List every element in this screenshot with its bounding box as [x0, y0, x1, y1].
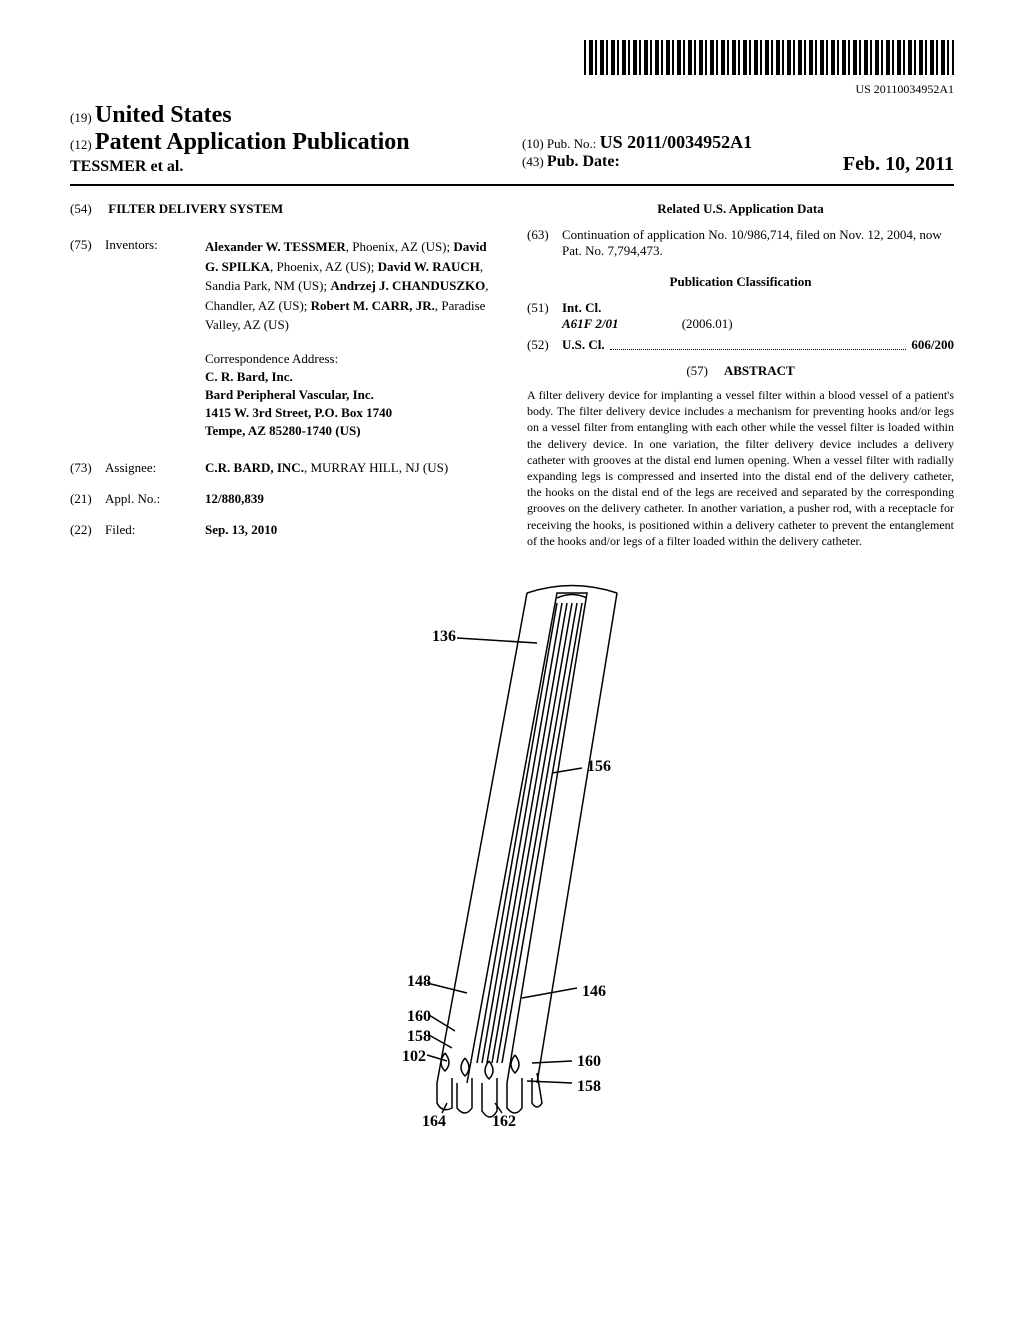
inventor-location: Sandia Park, NM (US): [205, 278, 323, 293]
inventor-name: Andrzej J. CHANDUSZKO: [330, 278, 485, 293]
pub-no: US 2011/0034952A1: [600, 132, 753, 152]
header-right: (10) Pub. No.: US 2011/0034952A1 (43) Pu…: [502, 132, 954, 176]
filed-value: Sep. 13, 2010: [205, 522, 497, 538]
us-cl-dots: [610, 337, 907, 350]
pub-title: Patent Application Publication: [95, 129, 410, 155]
correspondence-line: C. R. Bard, Inc.: [205, 368, 497, 386]
pub-date-prefix: (43): [522, 154, 544, 169]
us-cl-num: (52): [527, 337, 562, 353]
figure-label-102: 102: [402, 1048, 426, 1066]
abstract-heading: (57) ABSTRACT: [527, 363, 954, 379]
figure-section: 136 156 148 146 160 158 102 160 158 164 …: [70, 583, 954, 1138]
int-cl-row: A61F 2/01 (2006.01): [562, 316, 954, 332]
abstract-num: (57): [686, 363, 721, 379]
assignee-name: C.R. BARD, INC.: [205, 460, 304, 475]
figure-label-162: 162: [492, 1113, 516, 1131]
int-cl-label: Int. Cl.: [562, 300, 954, 316]
pub-date-prefix-wrap: (43) Pub. Date:: [522, 153, 620, 176]
pub-title-prefix: (12): [70, 137, 92, 152]
correspondence-address: Correspondence Address: C. R. Bard, Inc.…: [205, 350, 497, 441]
int-cl-version: (2006.01): [682, 316, 733, 331]
inventor-location: Chandler, AZ (US): [205, 298, 304, 313]
us-cl-label: U.S. Cl.: [562, 337, 605, 353]
title-field: (54) FILTER DELIVERY SYSTEM: [70, 201, 497, 217]
inventors-list: Alexander W. TESSMER, Phoenix, AZ (US); …: [205, 237, 497, 335]
appl-no-field: (21) Appl. No.: 12/880,839: [70, 491, 497, 507]
figure-label-160b: 160: [577, 1053, 601, 1071]
country-prefix: (19): [70, 110, 92, 125]
appl-no-num: (21): [70, 491, 105, 507]
inventor-name: Robert M. CARR, JR.: [311, 298, 435, 313]
inventor-name: David W. RAUCH: [378, 259, 480, 274]
us-cl-value: 606/200: [911, 337, 954, 353]
pub-date: Feb. 10, 2011: [843, 153, 954, 176]
inventors-label: Inventors:: [105, 237, 205, 335]
pub-no-line: (10) Pub. No.: US 2011/0034952A1: [522, 132, 954, 153]
filed-num: (22): [70, 522, 105, 538]
assignee-value: C.R. BARD, INC., MURRAY HILL, NJ (US): [205, 460, 497, 476]
assignee-num: (73): [70, 460, 105, 476]
filed-label: Filed:: [105, 522, 205, 538]
pub-date-line: (43) Pub. Date: Feb. 10, 2011: [522, 153, 954, 176]
assignee-label: Assignee:: [105, 460, 205, 476]
related-title: Related U.S. Application Data: [527, 201, 954, 217]
assignee-location: MURRAY HILL, NJ (US): [310, 460, 448, 475]
inventor-location: Phoenix, AZ (US): [277, 259, 371, 274]
correspondence-label: Correspondence Address:: [205, 350, 497, 368]
us-cl-field: (52) U.S. Cl. 606/200: [527, 337, 954, 353]
appl-no-label: Appl. No.:: [105, 491, 205, 507]
header-left: (19) United States (12) Patent Applicati…: [70, 102, 502, 176]
figure-label-136: 136: [432, 628, 456, 646]
title-num: (54): [70, 201, 105, 217]
int-cl-field: (51) Int. Cl. A61F 2/01 (2006.01): [527, 300, 954, 332]
pub-date-label: Pub. Date:: [547, 153, 620, 170]
country-line: (19) United States: [70, 102, 502, 129]
correspondence-line: 1415 W. 3rd Street, P.O. Box 1740: [205, 404, 497, 422]
authors: TESSMER et al.: [70, 158, 502, 176]
filed-field: (22) Filed: Sep. 13, 2010: [70, 522, 497, 538]
correspondence-line: Bard Peripheral Vascular, Inc.: [205, 386, 497, 404]
country-name: United States: [95, 102, 232, 128]
figure-label-160a: 160: [407, 1008, 431, 1026]
barcode-section: US 20110034952A1: [70, 40, 954, 97]
continuation-num: (63): [527, 227, 562, 259]
pub-no-label: Pub. No.:: [547, 136, 596, 151]
continuation-text: Continuation of application No. 10/986,7…: [562, 227, 954, 259]
inventor-name: Alexander W. TESSMER: [205, 239, 346, 254]
int-cl-code: A61F 2/01: [562, 316, 618, 331]
correspondence-line: Tempe, AZ 85280-1740 (US): [205, 422, 497, 440]
figure-label-158b: 158: [577, 1078, 601, 1096]
page-header: (19) United States (12) Patent Applicati…: [70, 102, 954, 186]
continuation-field: (63) Continuation of application No. 10/…: [527, 227, 954, 259]
inventors-field: (75) Inventors: Alexander W. TESSMER, Ph…: [70, 237, 497, 335]
left-column: (54) FILTER DELIVERY SYSTEM (75) Invento…: [70, 201, 497, 553]
figure-label-158a: 158: [407, 1028, 431, 1046]
figure-label-148: 148: [407, 973, 431, 991]
pub-no-prefix: (10): [522, 136, 544, 151]
title-text: FILTER DELIVERY SYSTEM: [108, 201, 283, 216]
figure-label-156: 156: [587, 758, 611, 776]
inventors-num: (75): [70, 237, 105, 335]
classification-title: Publication Classification: [527, 274, 954, 290]
int-cl-num: (51): [527, 300, 562, 332]
appl-no-value: 12/880,839: [205, 491, 497, 507]
barcode-number: US 20110034952A1: [70, 82, 954, 97]
assignee-field: (73) Assignee: C.R. BARD, INC., MURRAY H…: [70, 460, 497, 476]
abstract-title: ABSTRACT: [724, 363, 795, 378]
figure-container: 136 156 148 146 160 158 102 160 158 164 …: [337, 583, 687, 1133]
inventor-location: Phoenix, AZ (US): [352, 239, 446, 254]
abstract-text: A filter delivery device for implanting …: [527, 387, 954, 549]
content-columns: (54) FILTER DELIVERY SYSTEM (75) Invento…: [70, 201, 954, 553]
figure-label-146: 146: [582, 983, 606, 1001]
int-cl-content: Int. Cl. A61F 2/01 (2006.01): [562, 300, 954, 332]
pub-title-line: (12) Patent Application Publication: [70, 129, 502, 156]
right-column: Related U.S. Application Data (63) Conti…: [527, 201, 954, 553]
figure-label-164: 164: [422, 1113, 446, 1131]
barcode-image: [584, 40, 954, 75]
figure-drawing: [337, 583, 687, 1133]
